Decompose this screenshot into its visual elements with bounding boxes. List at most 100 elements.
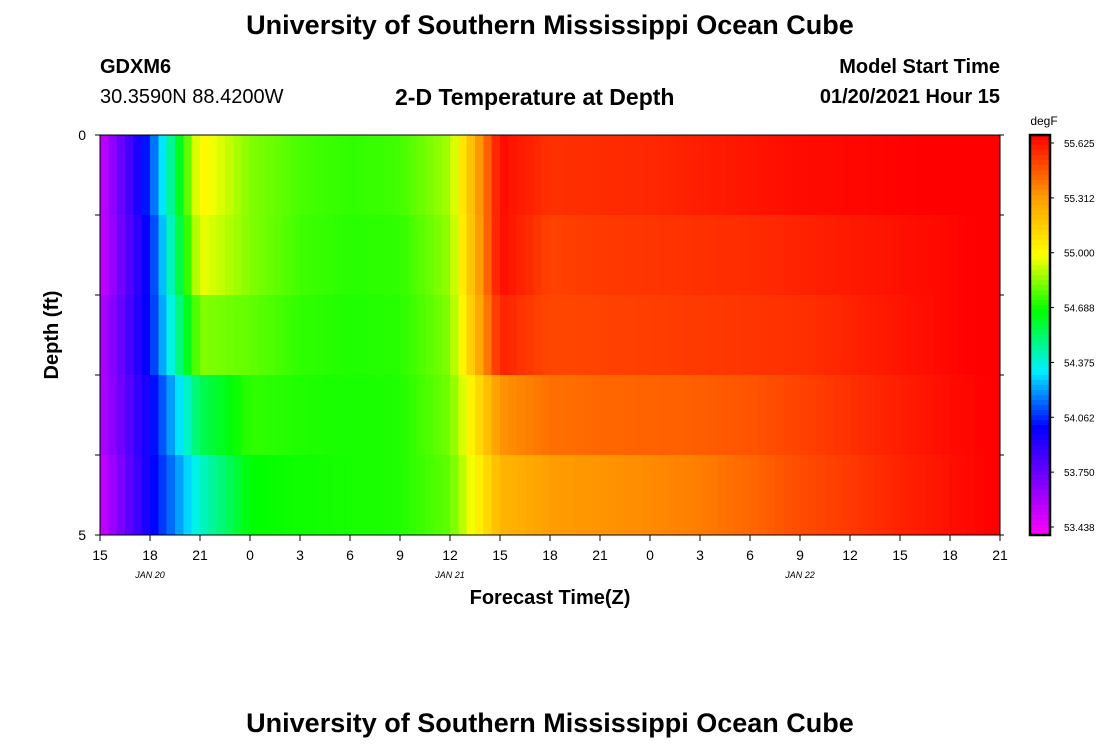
heatmap-cell xyxy=(175,455,184,536)
heatmap-cell xyxy=(216,455,226,536)
heatmap-cell xyxy=(166,295,176,376)
heatmap-cell xyxy=(508,295,518,376)
heatmap-cell xyxy=(366,215,376,296)
colorbar-segment xyxy=(1030,155,1050,161)
heatmap-cell xyxy=(816,135,826,216)
heatmap-cell xyxy=(550,375,559,456)
heatmap-cell xyxy=(566,135,576,216)
heatmap-cell xyxy=(958,215,968,296)
heatmap-cell xyxy=(750,295,759,376)
heatmap-cell xyxy=(108,295,118,376)
colorbar-segment xyxy=(1030,440,1050,446)
heatmap-cell xyxy=(633,215,643,296)
heatmap-cell xyxy=(233,295,243,376)
heatmap-cell xyxy=(808,135,818,216)
heatmap-cell xyxy=(833,455,843,536)
heatmap-cell xyxy=(591,375,601,456)
heatmap-cell xyxy=(325,135,334,216)
heatmap-cell xyxy=(491,295,501,376)
heatmap-cell xyxy=(466,295,476,376)
heatmap-cell xyxy=(500,135,509,216)
heatmap-cell xyxy=(275,295,284,376)
heatmap-cell xyxy=(791,455,801,536)
heatmap-cell xyxy=(825,455,834,536)
x-tick-label: 21 xyxy=(992,547,1008,563)
colorbar-segment xyxy=(1030,315,1050,321)
heatmap-cell xyxy=(141,215,151,296)
heatmap-cell xyxy=(808,455,818,536)
heatmap-cell xyxy=(841,375,851,456)
colorbar-segment xyxy=(1030,420,1050,426)
heatmap-cell xyxy=(583,455,593,536)
heatmap-cell xyxy=(741,215,751,296)
heatmap-cell xyxy=(350,375,359,456)
heatmap-cell xyxy=(450,215,459,296)
colorbar-segment xyxy=(1030,475,1050,481)
heatmap-cell xyxy=(308,135,318,216)
heatmap-cell xyxy=(466,135,476,216)
heatmap-cell xyxy=(575,215,584,296)
heatmap-cell xyxy=(416,295,426,376)
heatmap-cell xyxy=(666,455,676,536)
heatmap-cell xyxy=(466,215,476,296)
heatmap-cell xyxy=(608,135,618,216)
heatmap-cell xyxy=(241,455,251,536)
heatmap-cell xyxy=(316,375,326,456)
heatmap-cell xyxy=(233,215,243,296)
colorbar-segment xyxy=(1030,280,1050,286)
heatmap-cell xyxy=(208,135,218,216)
heatmap-cell xyxy=(125,455,134,536)
heatmap-cell xyxy=(133,135,143,216)
heatmap-cell xyxy=(491,455,501,536)
heatmap-cell xyxy=(625,215,634,296)
heatmap-cell xyxy=(433,455,443,536)
station-id: GDXM6 xyxy=(100,56,172,78)
heatmap-cell xyxy=(158,375,168,456)
heatmap-cell xyxy=(350,455,359,536)
heatmap-cell xyxy=(758,135,768,216)
heatmap-cell xyxy=(583,215,593,296)
heatmap-cell xyxy=(658,215,668,296)
heatmap-cell xyxy=(908,135,918,216)
heatmap-cell xyxy=(275,375,284,456)
heatmap-cell xyxy=(108,215,118,296)
heatmap-cell xyxy=(508,375,518,456)
heatmap-cell xyxy=(791,135,801,216)
heatmap-cell xyxy=(266,135,276,216)
heatmap-cell xyxy=(450,135,459,216)
heatmap-cell xyxy=(133,375,143,456)
heatmap-cell xyxy=(316,215,326,296)
heatmap-cell xyxy=(666,215,676,296)
heatmap-cell xyxy=(758,455,768,536)
heatmap-cell xyxy=(950,295,959,376)
heatmap-cell xyxy=(216,215,226,296)
heatmap-cell xyxy=(216,295,226,376)
heatmap-cell xyxy=(400,455,409,536)
colorbar-segment xyxy=(1030,235,1050,241)
heatmap-cell xyxy=(675,215,684,296)
heatmap-cell xyxy=(791,295,801,376)
heatmap-cell xyxy=(333,135,343,216)
heatmap-cell xyxy=(516,455,526,536)
heatmap-cell xyxy=(800,295,809,376)
heatmap-cell xyxy=(641,295,651,376)
heatmap-cell xyxy=(191,295,201,376)
heatmap-cell xyxy=(116,135,126,216)
heatmap-cell xyxy=(866,375,876,456)
heatmap-cell xyxy=(416,215,426,296)
heatmap-cell xyxy=(458,215,468,296)
heatmap-cell xyxy=(866,135,876,216)
heatmap-cell xyxy=(900,135,909,216)
colorbar-segment xyxy=(1030,400,1050,406)
heatmap-cell xyxy=(616,135,626,216)
page-title-bottom: University of Southern Mississippi Ocean… xyxy=(246,708,854,738)
heatmap-cell xyxy=(608,375,618,456)
heatmap-cell xyxy=(191,375,201,456)
heatmap-cell xyxy=(150,295,159,376)
heatmap-cell xyxy=(975,135,984,216)
colorbar-tick-label: 53.750 xyxy=(1064,468,1095,479)
colorbar-segment xyxy=(1030,485,1050,491)
heatmap-cell xyxy=(291,215,301,296)
heatmap-cell xyxy=(875,455,884,536)
heatmap-cell xyxy=(641,375,651,456)
